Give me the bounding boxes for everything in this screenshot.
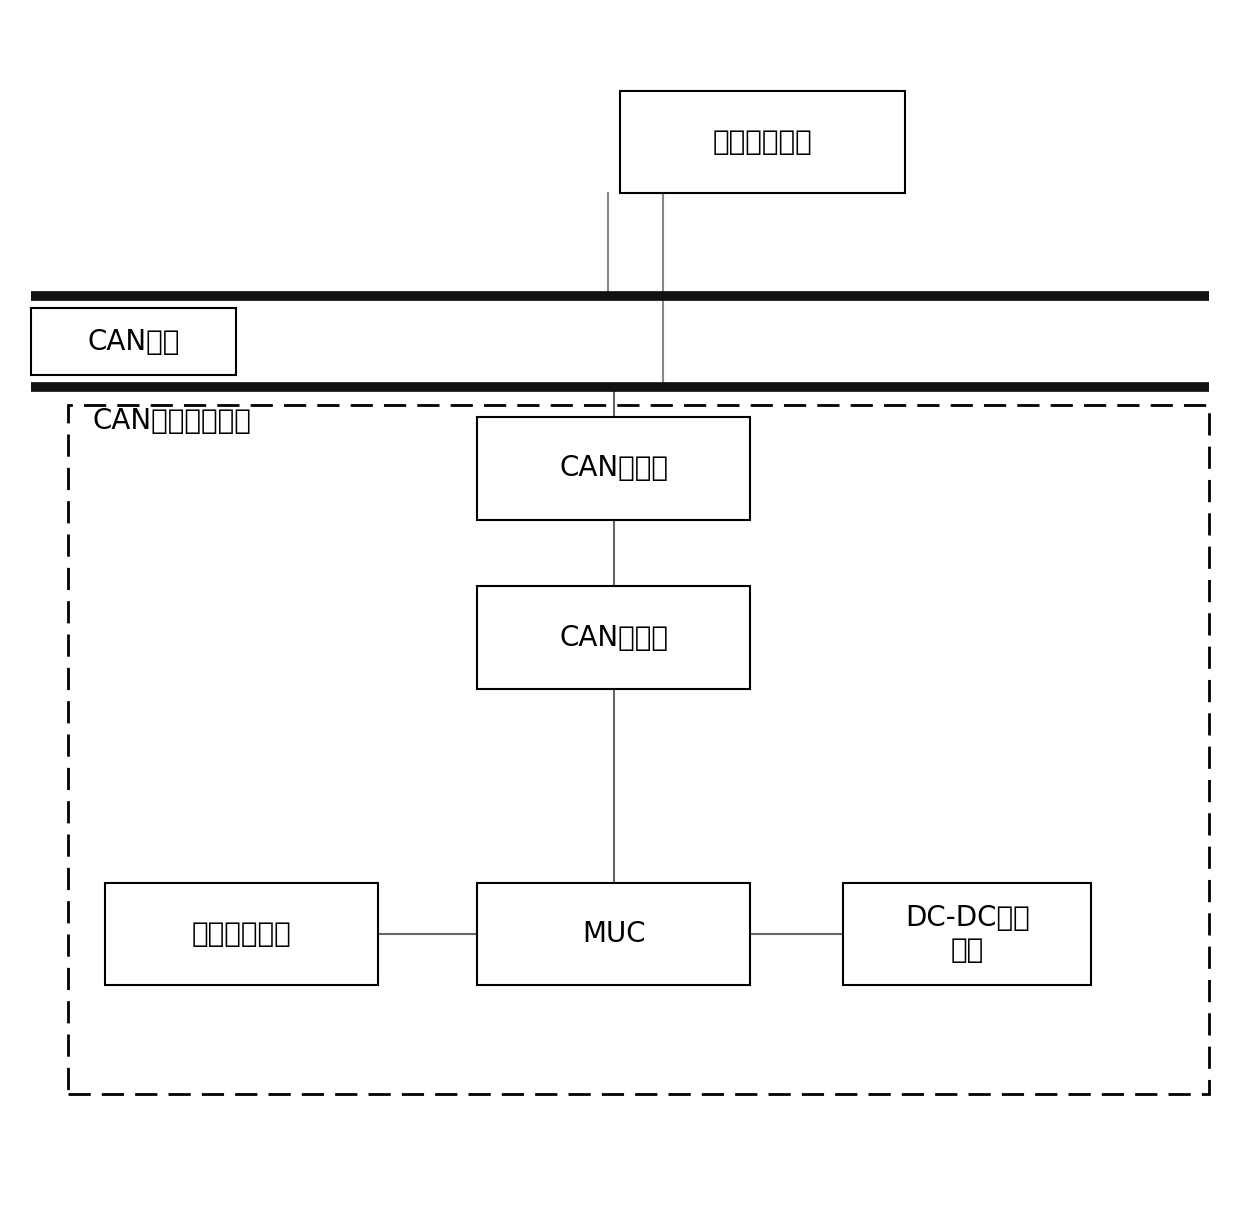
Bar (31, 308, 236, 375)
Bar (105, 883, 378, 985)
Text: CAN控制器: CAN控制器 (559, 624, 668, 652)
Bar (620, 91, 905, 193)
Text: MUC: MUC (582, 920, 646, 948)
Text: CAN监听智能节点: CAN监听智能节点 (93, 407, 252, 435)
Bar (68, 405, 1209, 1094)
Bar (843, 883, 1091, 985)
Text: CAN收发器: CAN收发器 (559, 455, 668, 482)
Bar (477, 883, 750, 985)
Bar (477, 586, 750, 689)
Text: CAN总线: CAN总线 (87, 328, 180, 355)
Text: 直流计量装置: 直流计量装置 (713, 128, 812, 156)
Bar (477, 417, 750, 520)
Text: DC-DC电源
模块: DC-DC电源 模块 (905, 904, 1029, 964)
Text: 无线通讯模块: 无线通讯模块 (192, 920, 291, 948)
